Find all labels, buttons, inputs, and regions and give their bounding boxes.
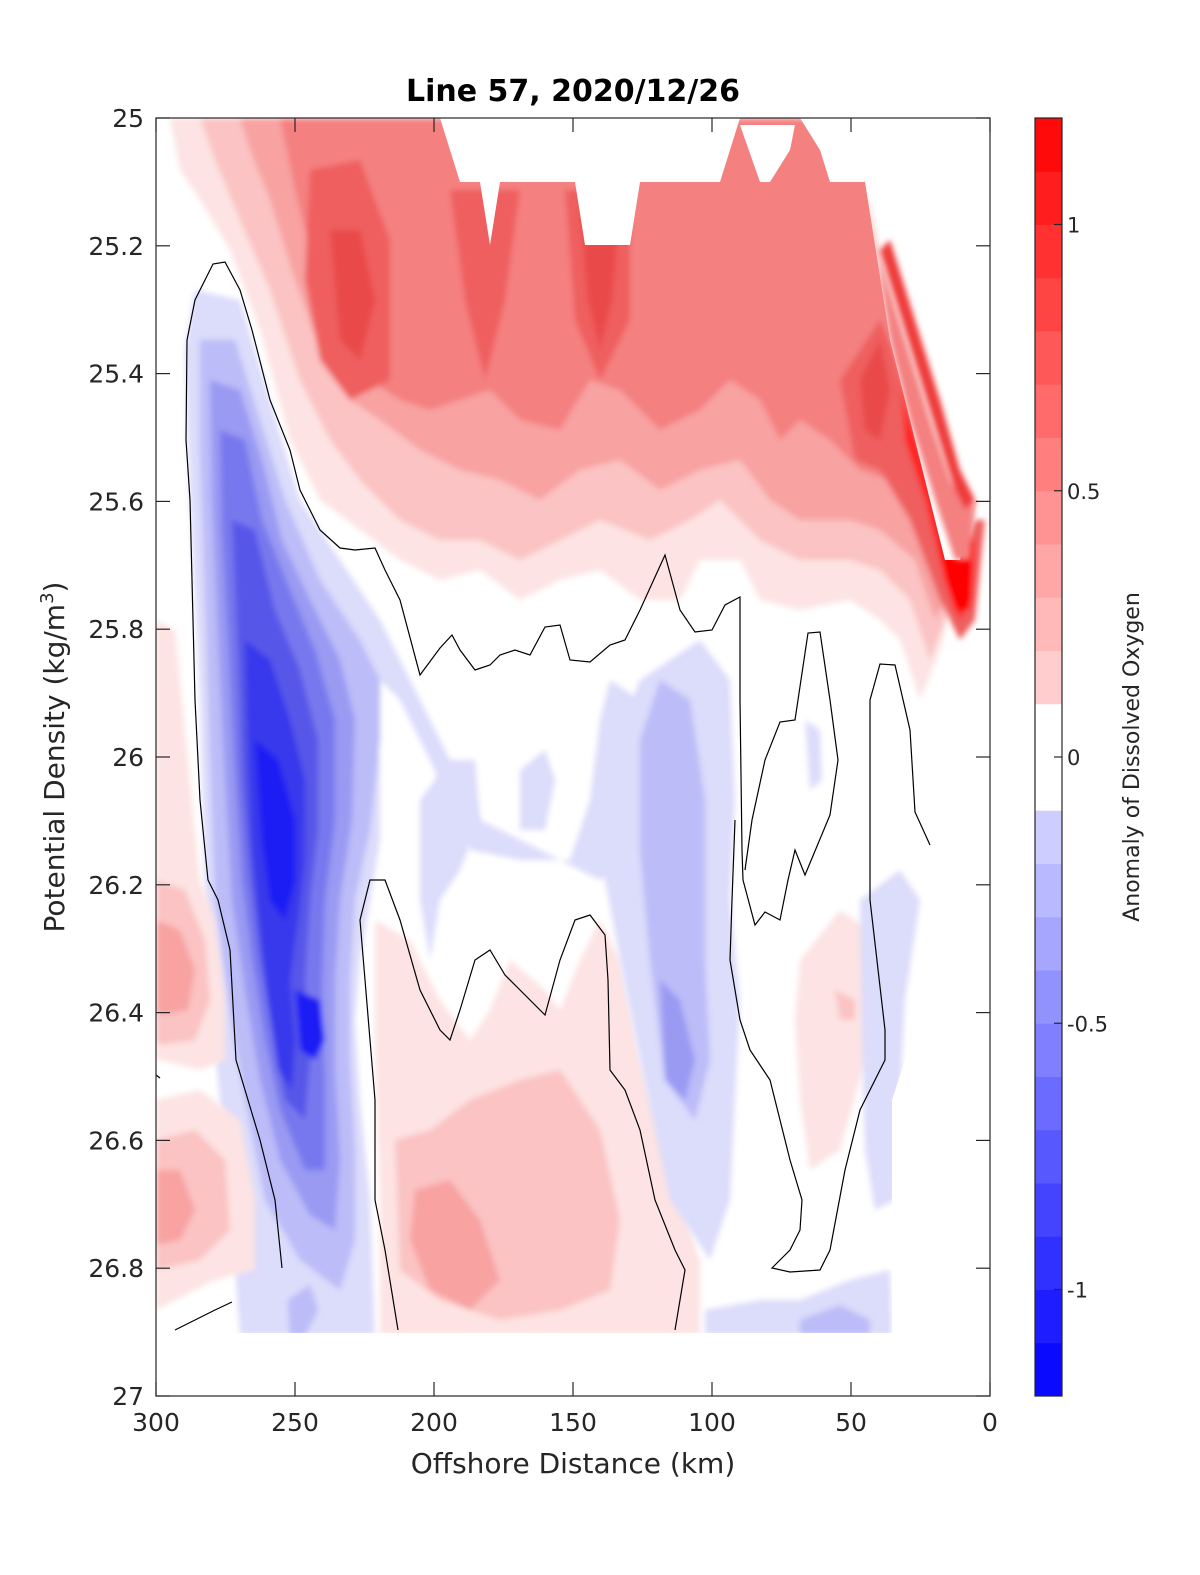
colorbar-level	[1035, 1183, 1062, 1237]
colorbar-tick-label: -1	[1067, 1279, 1088, 1303]
chart-title: Line 57, 2020/12/26	[406, 74, 740, 109]
colorbar-level	[1035, 118, 1062, 172]
y-tick-label: 27	[112, 1382, 144, 1411]
colorbar-tick-label: -0.5	[1067, 1012, 1108, 1036]
positive-anomaly-lower	[156, 620, 880, 1335]
colorbar-level	[1035, 224, 1062, 279]
zero-contour-line	[729, 663, 931, 1273]
x-tick-label: 200	[410, 1408, 458, 1437]
y-axis-label-main: Potential Density (kg/m	[38, 604, 71, 933]
colorbar: 1 0.5 0 -0.5 -1	[1035, 117, 1108, 1397]
colorbar-level	[1035, 916, 1062, 971]
colorbar-tick-label: 0.5	[1067, 480, 1100, 504]
colorbar-level	[1035, 970, 1062, 1024]
y-tick-label: 25.8	[88, 615, 144, 644]
y-axis-label-superscript: 3	[37, 592, 58, 603]
y-tick-label: 26	[112, 743, 144, 772]
colorbar-tick-label: 1	[1067, 214, 1080, 238]
x-tick-label: 150	[549, 1408, 597, 1437]
colorbar-level	[1035, 863, 1062, 918]
colorbar-frame	[1034, 117, 1063, 1397]
zero-contour-line	[359, 879, 686, 1331]
colorbar-level	[1035, 1076, 1062, 1131]
zero-contour-lines	[156, 261, 931, 1331]
colorbar-level	[1035, 171, 1062, 225]
colorbar-level	[1035, 1236, 1062, 1290]
colorbar-level	[1035, 810, 1062, 864]
colorbar-level	[1035, 1289, 1062, 1344]
negative-anomaly-secondary	[288, 640, 920, 1335]
y-tick-label: 26.2	[88, 871, 144, 900]
y-axis-label-close: )	[38, 582, 71, 593]
colorbar-level	[1035, 1129, 1062, 1184]
no-data-bottom-right	[892, 800, 990, 1333]
colorbar-tick-label: 0	[1067, 746, 1080, 770]
colorbar-level	[1035, 757, 1062, 811]
colorbar-level	[1035, 544, 1062, 598]
colorbar-label: Anomaly of Dissolved Oxygen	[1120, 592, 1145, 922]
colorbar-level	[1035, 1342, 1062, 1397]
y-tick-label: 26.6	[88, 1126, 144, 1155]
y-axis-label: Potential Density (kg/m3)	[37, 582, 71, 933]
y-tick-label: 25.6	[88, 487, 144, 516]
x-tick-label: 300	[132, 1408, 180, 1437]
colorbar-level	[1035, 597, 1062, 651]
x-axis-label: Offshore Distance (km)	[411, 1447, 736, 1480]
x-tick-label: 0	[982, 1408, 998, 1437]
zero-contour-line	[174, 1301, 233, 1331]
y-tick-label: 26.8	[88, 1254, 144, 1283]
colorbar-level	[1035, 384, 1062, 438]
colorbar-level	[1035, 277, 1062, 332]
positive-anomaly-upper-band	[170, 118, 990, 700]
colorbar-level	[1035, 331, 1062, 385]
colorbar-level	[1035, 490, 1062, 545]
colorbar-level	[1035, 703, 1062, 758]
colorbar-level	[1035, 437, 1062, 492]
positive-anomaly-top-right-band	[865, 182, 975, 560]
colorbar-level	[1035, 1023, 1062, 1077]
anomaly-field	[156, 118, 990, 1396]
y-tick-label: 26.4	[88, 999, 144, 1028]
zero-contour-line	[185, 261, 839, 1269]
x-tick-label: 250	[271, 1408, 319, 1437]
colorbar-level	[1035, 650, 1062, 705]
negative-anomaly-main	[185, 290, 650, 1335]
zero-contour-line	[156, 1074, 161, 1079]
x-tick-label: 100	[688, 1408, 736, 1437]
y-tick-label: 25.4	[88, 360, 144, 389]
axis-ticks: 300 250 200 150 100 50 0 25 25.2 25.4 25.6 25.8 26 26…	[88, 104, 998, 1437]
x-tick-label: 50	[835, 1408, 867, 1437]
y-tick-label: 25.2	[88, 232, 144, 261]
y-tick-label: 25	[112, 104, 144, 133]
